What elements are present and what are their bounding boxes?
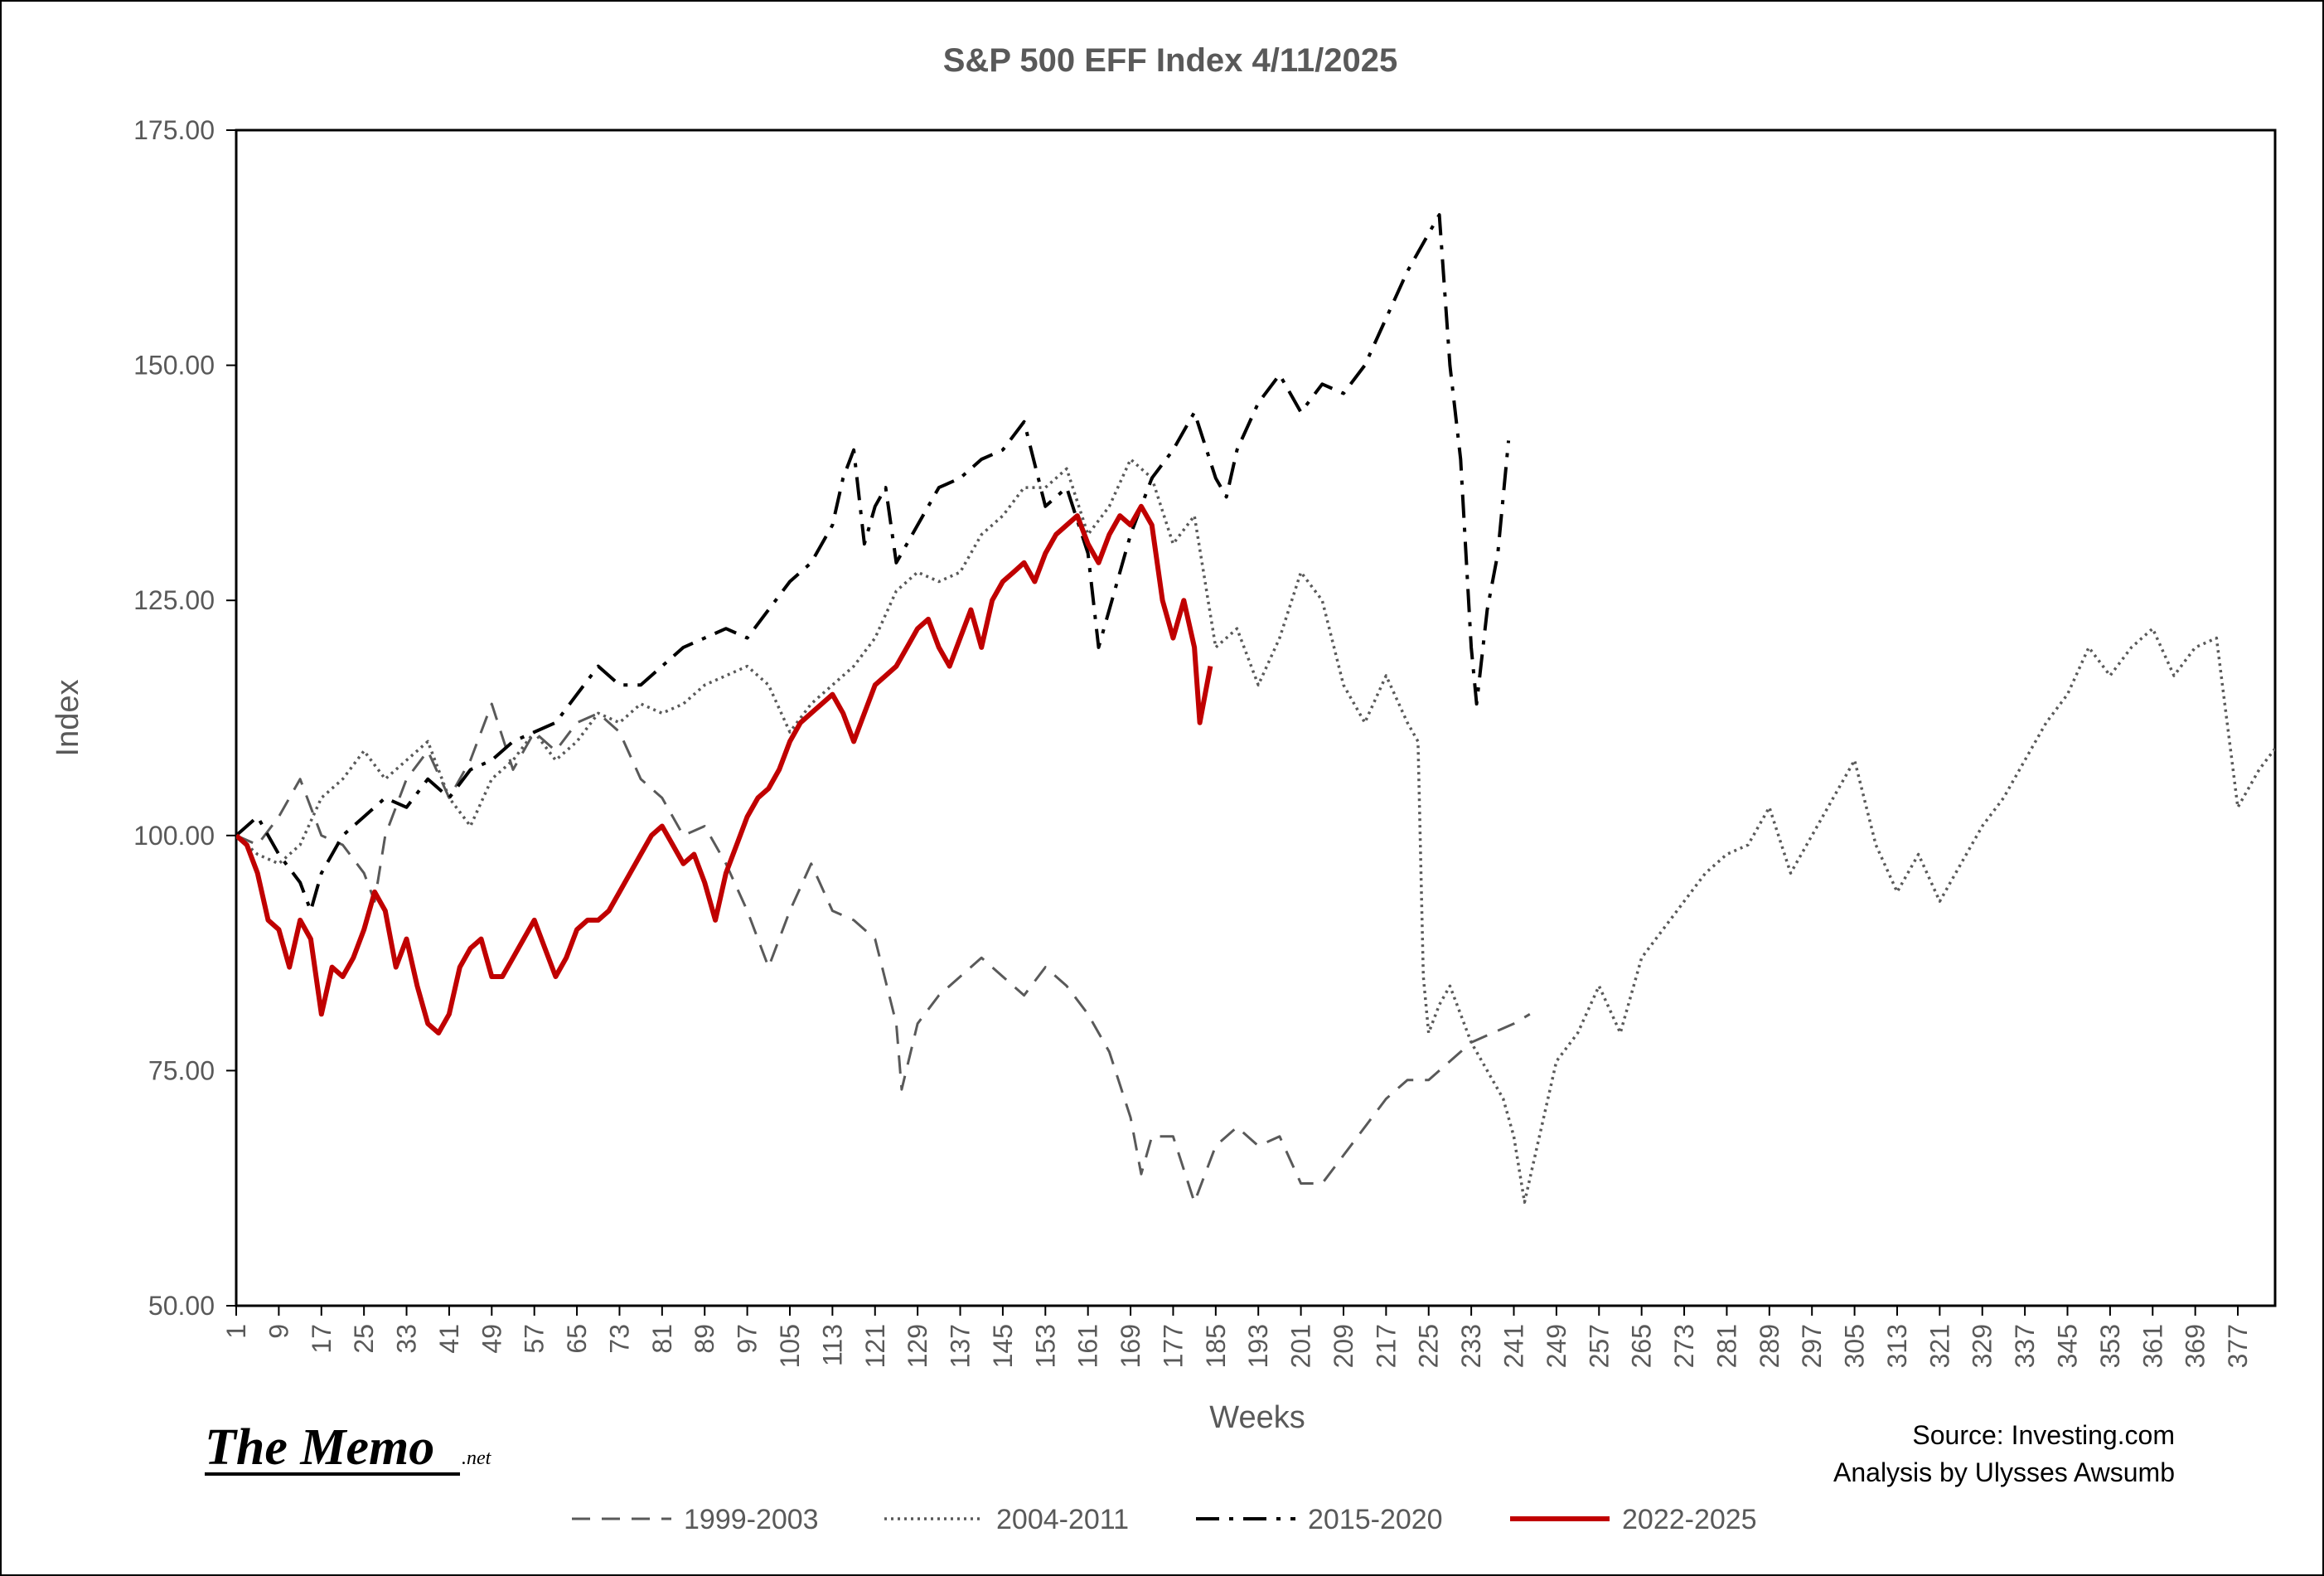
x-tick-label: 305	[1840, 1324, 1870, 1368]
x-tick-label: 25	[349, 1324, 379, 1354]
series-layer	[236, 213, 2275, 1204]
x-tick-label: 297	[1797, 1324, 1827, 1368]
x-tick-label: 185	[1201, 1324, 1231, 1368]
x-tick-label: 201	[1286, 1324, 1316, 1368]
x-tick-label: 233	[1456, 1324, 1486, 1368]
x-tick-label: 1	[221, 1324, 251, 1339]
y-tick-label: 100.00	[133, 821, 215, 851]
x-tick-label: 241	[1499, 1324, 1529, 1368]
brand-logo: The Memo .net	[205, 1419, 492, 1476]
x-tick-label: 345	[2053, 1324, 2083, 1368]
x-tick-label: 129	[903, 1324, 932, 1368]
x-tick-label: 121	[860, 1324, 890, 1368]
legend-label-1999-2003: 1999-2003	[684, 1504, 819, 1535]
x-tick-label: 257	[1584, 1324, 1614, 1368]
analysis-line: Analysis by Ulysses Awsumb	[1833, 1457, 2175, 1487]
series-line-2015-2020	[236, 213, 1511, 913]
legend-label-2022-2025: 2022-2025	[1622, 1504, 1757, 1535]
y-tick-label: 125.00	[133, 585, 215, 615]
x-tick-label: 249	[1542, 1324, 1571, 1368]
x-tick-label: 161	[1073, 1324, 1103, 1368]
x-tick-label: 177	[1158, 1324, 1188, 1368]
x-tick-label: 17	[307, 1324, 336, 1354]
x-tick-label: 321	[1925, 1324, 1954, 1368]
brand-name: The Memo	[205, 1419, 434, 1476]
x-tick-label: 289	[1755, 1324, 1784, 1368]
series-line-2004-2011	[236, 458, 2275, 1204]
plot-area	[235, 129, 2277, 1307]
x-tick-label: 73	[604, 1324, 634, 1354]
x-tick-label: 145	[988, 1324, 1018, 1368]
x-tick-label: 225	[1414, 1324, 1444, 1368]
legend-label-2004-2011: 2004-2011	[996, 1504, 1129, 1535]
y-tick-label: 75.00	[148, 1055, 215, 1085]
x-tick-label: 377	[2223, 1324, 2253, 1368]
x-tick-label: 81	[647, 1324, 677, 1354]
series-line-2022-2025	[236, 503, 1213, 1035]
x-tick-label: 89	[690, 1324, 719, 1354]
x-axis: 1 9 17 25 33 41 49 57 65 73 81 89 97 105 113 121 129 137 1…	[221, 1306, 2253, 1368]
x-tick-label: 41	[434, 1324, 464, 1354]
brand-suffix: .net	[462, 1447, 492, 1469]
x-tick-label: 337	[2010, 1324, 2040, 1368]
y-tick-label: 150.00	[133, 351, 215, 381]
x-tick-label: 105	[775, 1324, 805, 1368]
x-tick-label: 369	[2181, 1324, 2210, 1368]
x-tick-label: 313	[1882, 1324, 1912, 1368]
x-tick-label: 137	[946, 1324, 976, 1368]
x-tick-label: 49	[477, 1324, 506, 1354]
x-tick-label: 209	[1329, 1324, 1358, 1368]
legend: 1999-2003 2004-2011 2015-2020 2022-2025	[572, 1504, 1757, 1535]
x-tick-label: 65	[562, 1324, 592, 1354]
x-tick-label: 153	[1030, 1324, 1060, 1368]
y-tick-label: 50.00	[148, 1291, 215, 1321]
x-tick-label: 193	[1243, 1324, 1273, 1368]
x-tick-label: 273	[1669, 1324, 1699, 1368]
x-tick-label: 9	[264, 1324, 293, 1339]
x-tick-label: 169	[1116, 1324, 1145, 1368]
x-tick-label: 329	[1968, 1324, 1997, 1368]
x-tick-label: 97	[733, 1324, 763, 1354]
x-tick-label: 33	[392, 1324, 422, 1354]
y-axis: 50.00 75.00 100.00 125.00 150.00 175.00	[133, 115, 236, 1321]
y-tick-label: 175.00	[133, 115, 215, 145]
x-axis-title: Weeks	[1209, 1400, 1305, 1435]
series-line-1999-2003	[236, 702, 1531, 1204]
chart-title: S&P 500 EFF Index 4/11/2025	[943, 42, 1397, 79]
x-tick-label: 353	[2095, 1324, 2125, 1368]
y-axis-title: Index	[51, 680, 85, 757]
x-tick-label: 361	[2138, 1324, 2167, 1368]
x-tick-label: 281	[1712, 1324, 1741, 1368]
x-tick-label: 113	[817, 1324, 847, 1366]
x-tick-label: 57	[520, 1324, 550, 1354]
x-tick-label: 217	[1371, 1324, 1401, 1368]
legend-label-2015-2020: 2015-2020	[1308, 1504, 1443, 1535]
source-line: Source: Investing.com	[1912, 1420, 2175, 1450]
x-tick-label: 265	[1627, 1324, 1657, 1368]
